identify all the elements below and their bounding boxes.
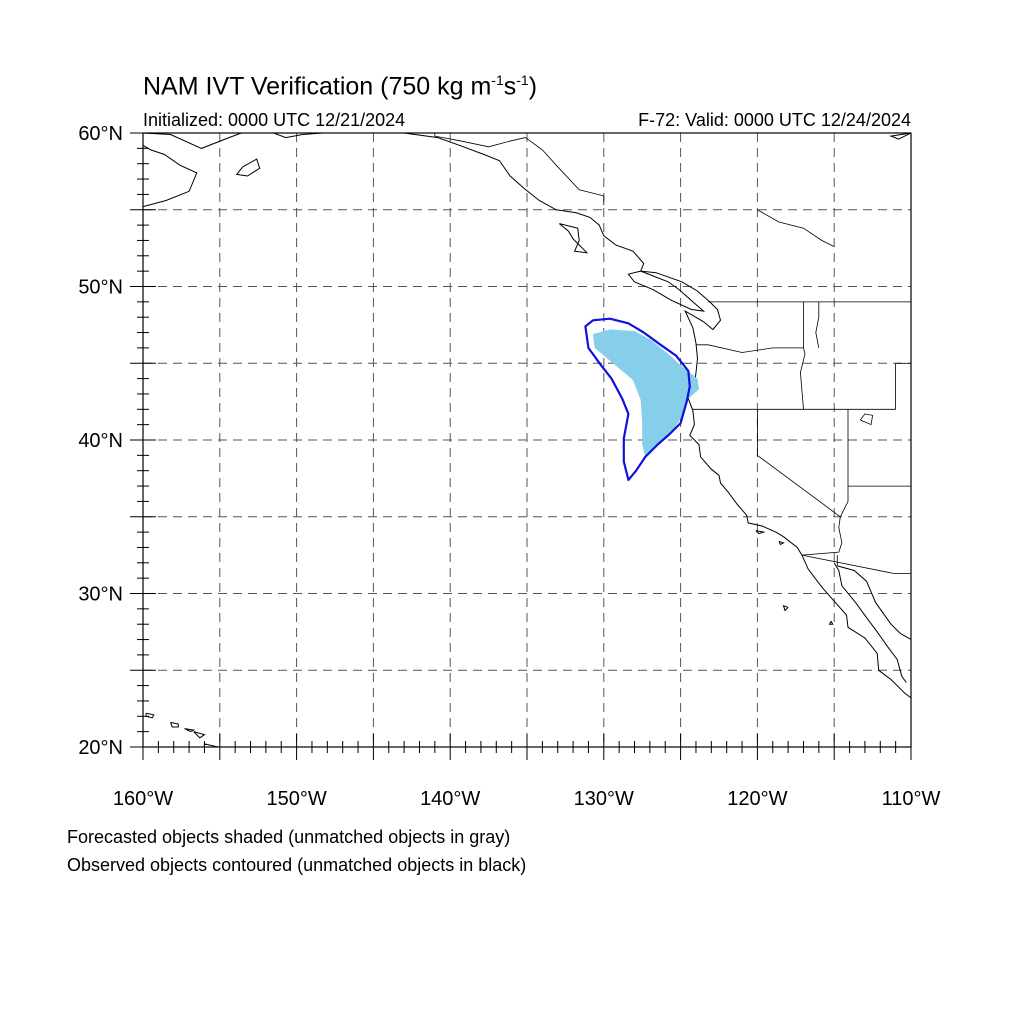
political-border [696,344,804,353]
lon-label: 140°W [420,788,480,810]
lon-label: 110°W [882,788,941,810]
graticule-grid [143,133,911,747]
coastline [778,540,785,546]
ivt-objects [584,317,699,481]
political-border [847,409,911,487]
lat-label: 60°N [78,123,123,145]
political-border [801,554,911,574]
coastline [782,605,789,612]
footnote-forecast: Forecasted objects shaded (unmatched obj… [67,827,511,847]
coastline [145,712,155,719]
axis-labels: 20°N 30°N 40°N 50°N 60°N 160°W 150°W 140°W 130°W… [78,123,940,810]
coastline [640,270,911,699]
title-superscript-1: -1 [491,72,504,88]
political-border [757,409,841,518]
axis-ticks [130,132,912,760]
political-border [815,301,820,348]
inland-water [757,209,835,247]
lat-label: 30°N [78,584,123,606]
coastline [273,133,645,272]
political-border [799,301,806,410]
lon-label: 160°W [113,788,173,810]
lat-label: 20°N [78,737,123,759]
chart-title: NAM IVT Verification (750 kg m-1s-1) [143,72,537,101]
coastline [143,144,198,208]
lat-label: 40°N [78,430,123,452]
footnote-observed: Observed objects contoured (unmatched ob… [67,855,527,875]
political-border [839,486,849,517]
coastline [755,530,766,535]
coastline [558,223,589,254]
coastline [184,728,196,733]
lon-label: 150°W [266,788,326,810]
valid-time: F-72: Valid: 0000 UTC 12/24/2024 [638,110,911,130]
inland-water [859,413,874,426]
political-border [434,133,605,206]
political-border [801,516,843,556]
lon-label: 120°W [727,788,787,810]
forecast-object-shaded [593,329,699,457]
initialized-time: Initialized: 0000 UTC 12/21/2024 [143,110,406,130]
title-superscript-2: -1 [516,72,529,88]
title-text-mid: s [503,72,517,101]
coastline [193,731,206,739]
coastline [837,565,911,640]
coastline [828,620,834,625]
coastline [235,158,261,177]
coastline [143,133,242,149]
coastline [833,562,907,683]
coastline [170,721,179,728]
observed-object-contour [584,317,691,481]
title-text: NAM IVT Verification (750 kg m [143,72,492,101]
map-geography [143,133,911,747]
lat-label: 50°N [78,277,123,299]
coastline [627,270,706,312]
coastline [889,133,911,140]
lon-label: 130°W [574,788,634,810]
title-text-end: ) [528,72,538,101]
